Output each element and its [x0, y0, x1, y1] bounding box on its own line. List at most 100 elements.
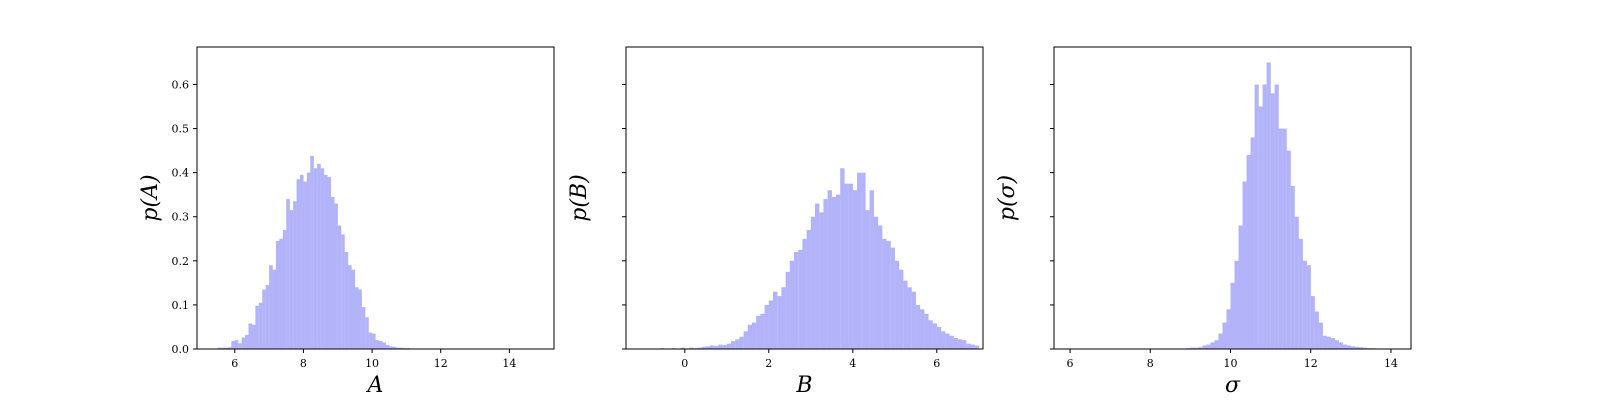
bars-sigma — [1178, 62, 1388, 350]
histogram-bar-b-19 — [747, 324, 753, 349]
histogram-bar-b-53 — [890, 247, 895, 349]
histogram-bar-b-39 — [831, 196, 837, 349]
histogram-bar-b-25 — [773, 291, 778, 349]
y-tick-label-a-0: 0.0 — [172, 343, 190, 356]
histogram-bar-b-45 — [857, 172, 862, 349]
histogram-bar-a-39 — [351, 269, 356, 349]
histogram-bar-sigma-12 — [1230, 282, 1235, 349]
x-tick-label-sigma-1: 8 — [1147, 357, 1154, 370]
histogram-bar-sigma-34 — [1318, 322, 1323, 349]
histogram-bar-b-60 — [920, 309, 925, 349]
histogram-bar-a-53 — [399, 347, 404, 349]
y-ticks-b — [622, 83, 626, 350]
histogram-bar-b-24 — [768, 300, 774, 349]
histogram-bar-sigma-26 — [1286, 150, 1291, 349]
histogram-bar-a-11 — [255, 305, 259, 349]
histogram-bar-b-49 — [873, 216, 879, 349]
histogram-bar-sigma-18 — [1254, 84, 1259, 349]
histogram-bar-b-58 — [911, 291, 916, 349]
histogram-bar-sigma-42 — [1350, 346, 1355, 349]
histogram-bar-b-22 — [760, 313, 765, 349]
histogram-bar-a-19 — [282, 229, 287, 349]
y-tick-label-a-1: 0.1 — [172, 299, 190, 312]
histogram-bar-a-42 — [361, 307, 366, 349]
histogram-bar-a-15 — [269, 265, 273, 349]
histogram-bar-sigma-32 — [1310, 296, 1315, 349]
histogram-bar-a-28 — [313, 168, 318, 349]
histogram-bar-a-49 — [385, 345, 390, 349]
histogram-bar-a-20 — [286, 199, 290, 349]
histogram-bar-a-4 — [231, 341, 235, 349]
histogram-bar-sigma-20 — [1262, 84, 1267, 349]
bars-b — [642, 168, 979, 349]
histogram-bar-sigma-5 — [1202, 345, 1207, 349]
histogram-bar-a-8 — [245, 334, 249, 349]
histogram-bar-b-9 — [705, 346, 711, 349]
histogram-bar-b-15 — [731, 341, 736, 349]
histogram-bar-b-4 — [680, 347, 685, 349]
x-axis-label-a: A — [366, 373, 384, 398]
histogram-bar-sigma-36 — [1326, 336, 1331, 349]
y-tick-label-a-3: 0.3 — [172, 211, 190, 224]
histogram-bar-a-26 — [306, 172, 311, 349]
histogram-bar-b-71 — [966, 343, 971, 349]
histogram-bar-b-35 — [815, 203, 820, 349]
histogram-bar-b-63 — [932, 323, 937, 349]
histogram-bar-b-72 — [970, 344, 975, 349]
histogram-bar-b-56 — [903, 280, 908, 349]
histogram-bar-b-42 — [844, 183, 849, 349]
histogram-bar-a-45 — [372, 333, 376, 349]
histogram-bar-a-6 — [238, 343, 242, 349]
histogram-bar-b-48 — [869, 190, 874, 349]
histogram-bar-b-12 — [718, 344, 723, 349]
histogram-bar-a-14 — [265, 285, 270, 349]
histogram-bar-a-40 — [354, 287, 359, 349]
histogram-bar-sigma-38 — [1334, 340, 1339, 349]
histogram-bar-a-17 — [275, 240, 280, 349]
histogram-bar-sigma-44 — [1358, 347, 1364, 349]
histogram-bar-sigma-2 — [1190, 347, 1195, 349]
histogram-bar-sigma-35 — [1322, 335, 1327, 349]
histogram-bar-a-31 — [324, 174, 328, 349]
histogram-bar-a-29 — [317, 163, 321, 349]
axes-frame-a — [196, 46, 555, 350]
histogram-bar-b-73 — [974, 345, 979, 349]
x-axis-label-sigma: σ — [1225, 373, 1241, 398]
histogram-bar-b-55 — [899, 269, 904, 349]
histogram-bar-a-50 — [389, 346, 393, 349]
histogram-bar-b-50 — [878, 225, 883, 349]
axes-frame-sigma — [1053, 46, 1412, 350]
x-tick-label-sigma-0: 6 — [1067, 357, 1074, 370]
histogram-bar-b-31 — [798, 249, 803, 349]
histogram-bar-b-33 — [806, 229, 811, 349]
histogram-bar-sigma-19 — [1258, 106, 1263, 350]
histogram-bar-sigma-15 — [1242, 181, 1247, 349]
histogram-bar-a-23 — [296, 179, 301, 349]
histogram-bar-b-32 — [802, 238, 807, 349]
histogram-bar-sigma-43 — [1354, 346, 1359, 349]
x-ticks-sigma: 6 8 10 12 14 — [1067, 349, 1398, 370]
histogram-bar-a-32 — [327, 177, 332, 349]
histogram-bar-a-0 — [217, 347, 222, 349]
histogram-bar-b-8 — [701, 346, 706, 349]
histogram-bar-b-10 — [710, 345, 715, 349]
histogram-bar-b-40 — [836, 194, 841, 349]
x-axis-label-b: B — [795, 373, 812, 398]
histogram-bar-b-69 — [957, 339, 963, 349]
histogram-bar-sigma-29 — [1298, 238, 1303, 349]
histogram-bar-sigma-16 — [1246, 155, 1251, 349]
x-tick-label-a-4: 14 — [502, 357, 516, 370]
histogram-bar-b-46 — [861, 172, 866, 349]
histogram-bar-a-13 — [262, 289, 266, 349]
histogram-bar-sigma-11 — [1226, 309, 1231, 349]
histogram-bar-b-38 — [827, 190, 832, 349]
histogram-bar-a-46 — [375, 340, 380, 349]
histogram-bar-b-61 — [924, 313, 929, 349]
histogram-bar-b-52 — [886, 240, 891, 349]
y-axis-label-b: p(B) — [567, 174, 592, 221]
x-tick-label-sigma-4: 14 — [1384, 357, 1398, 370]
histogram-bar-sigma-30 — [1302, 260, 1307, 349]
histogram-bar-sigma-31 — [1306, 265, 1311, 349]
histogram-bar-b-26 — [777, 296, 782, 349]
